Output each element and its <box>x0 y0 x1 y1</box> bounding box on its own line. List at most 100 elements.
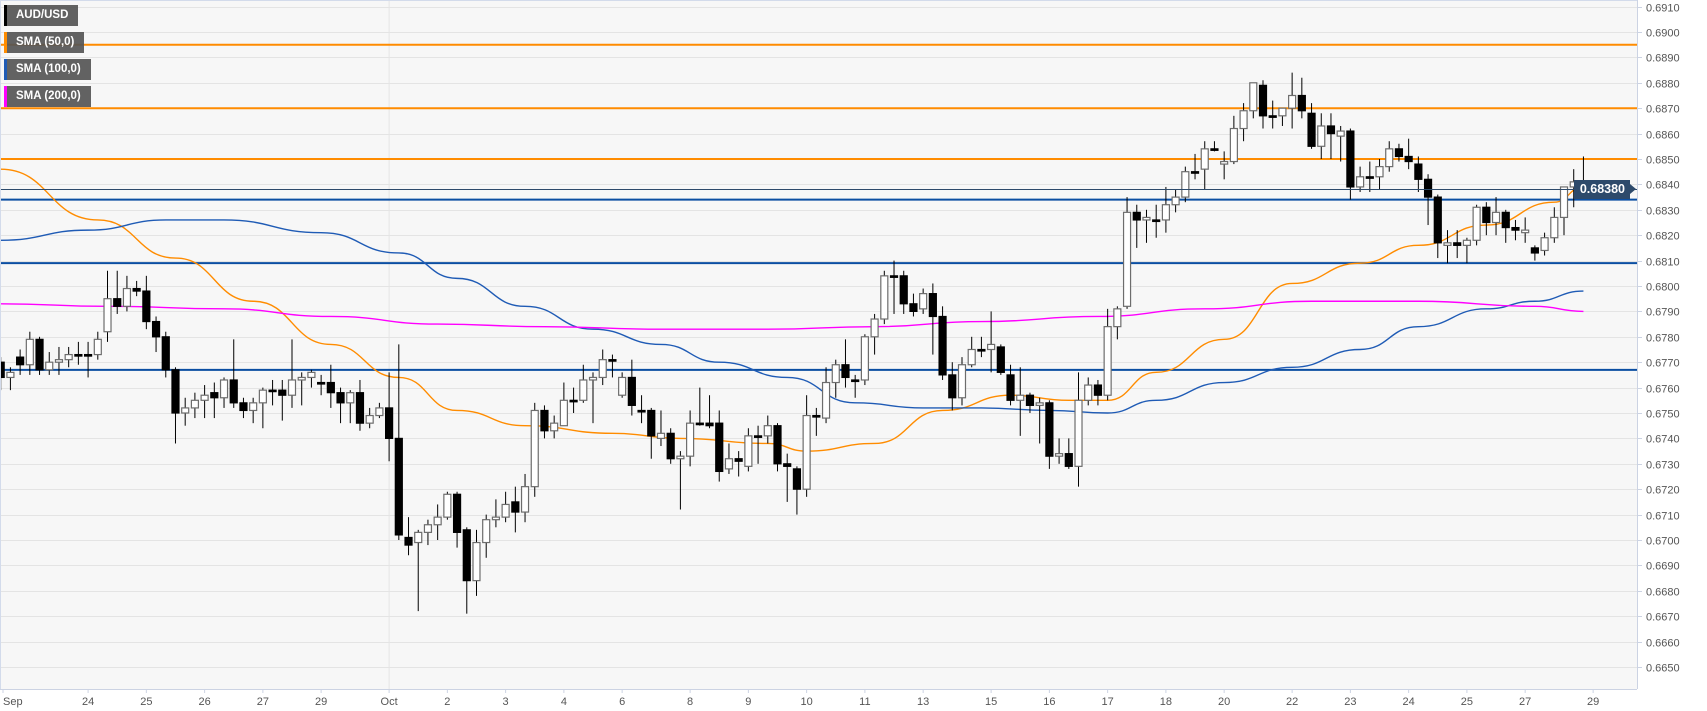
candle <box>511 486 520 533</box>
price-axis[interactable]: 0.6910 0.6900 0.6890 0.6880 0.6870 0.6860 0.68… <box>1637 3 1680 675</box>
y-tick-label: 0.6690 <box>1646 561 1680 573</box>
candle <box>122 275 132 312</box>
candle-body-bullish <box>1521 229 1530 234</box>
candle <box>627 359 636 416</box>
candle <box>559 382 568 427</box>
legend-item-sma50[interactable]: SMA (50,0) <box>4 32 85 53</box>
candle-body-bearish <box>161 336 170 371</box>
x-tick-label: 17 <box>1102 696 1114 708</box>
candle <box>1093 379 1103 406</box>
candle-body-bearish <box>899 275 908 305</box>
candle-body-bearish <box>540 409 549 432</box>
candle <box>1200 141 1209 190</box>
candle <box>16 349 25 375</box>
candle <box>394 344 403 540</box>
candle-body-bullish <box>656 432 666 440</box>
candle <box>375 402 384 419</box>
candle <box>45 352 54 375</box>
candle-body-bullish <box>1084 384 1093 401</box>
candle-body-bullish <box>1161 204 1171 221</box>
candle-body-bullish <box>1239 110 1248 130</box>
candle <box>1161 186 1171 233</box>
candle <box>996 344 1005 375</box>
candle <box>831 359 840 398</box>
candle-body-bearish <box>705 422 714 427</box>
candle <box>851 374 860 398</box>
candle-body-bullish <box>443 493 452 518</box>
candle <box>1074 372 1083 487</box>
y-tick-label: 0.6880 <box>1646 79 1680 91</box>
candle <box>1268 100 1277 129</box>
candle <box>1336 125 1345 162</box>
candle-body-bullish <box>880 275 889 320</box>
candle-body-bearish <box>841 364 850 379</box>
candle-body-bullish <box>919 293 928 310</box>
grid-lines <box>0 0 1637 689</box>
candle <box>744 428 753 472</box>
candle <box>530 402 539 497</box>
candle-body-bullish <box>54 359 64 363</box>
candle-body-bullish <box>433 516 442 526</box>
candle-body-bullish <box>6 371 15 379</box>
candle <box>1288 72 1297 129</box>
candle <box>443 491 452 520</box>
x-tick-label: 13 <box>917 696 929 708</box>
candle-body-bullish <box>181 407 190 414</box>
legend-item-sma100[interactable]: SMA (100,0) <box>4 59 91 80</box>
candle-body-bearish <box>1433 196 1442 244</box>
candle <box>753 425 763 464</box>
candle-body-bullish <box>219 379 229 399</box>
candle-body-bearish <box>1152 219 1161 223</box>
candle <box>1297 77 1306 119</box>
candle-body-bearish <box>1132 211 1141 221</box>
candle-body-bullish <box>346 392 355 404</box>
x-tick-label: 15 <box>985 696 997 708</box>
candle <box>540 405 549 439</box>
legend-item-sma200[interactable]: SMA (200,0) <box>4 86 91 107</box>
candle-body-bullish <box>588 376 598 381</box>
time-axis[interactable]: Sep 24 25 26 27 29 Oct 2 3 4 6 8 9 10 11 13 15 16 17 18 20 22… <box>2 689 1599 708</box>
candle-body-bullish <box>258 389 267 404</box>
y-tick-label: 0.6790 <box>1646 307 1680 319</box>
candle <box>1453 230 1462 259</box>
legend-item-audusd[interactable]: AUD/USD <box>4 5 79 26</box>
candle-body-bullish <box>1288 94 1297 109</box>
candle-body-bearish <box>171 369 180 414</box>
candle <box>142 275 151 330</box>
candle-body-bearish <box>996 346 1005 373</box>
candle <box>1171 189 1180 213</box>
candle <box>161 331 170 378</box>
candle <box>1511 219 1520 241</box>
y-tick-label: 0.6900 <box>1646 28 1680 40</box>
candle <box>482 514 491 558</box>
candle <box>705 395 714 429</box>
candle-body-bullish <box>1491 211 1501 224</box>
candle <box>802 395 811 497</box>
candle-body-bullish <box>1200 148 1209 170</box>
candle <box>355 379 365 431</box>
x-tick-label: 18 <box>1160 696 1172 708</box>
candle <box>637 395 646 424</box>
candle-body-bullish <box>103 298 112 333</box>
current-price-badge: 0.68380 <box>1573 179 1637 199</box>
candle <box>579 364 588 403</box>
candle-body-bullish <box>423 524 433 533</box>
candle-body-bullish <box>93 338 102 356</box>
x-tick-label: 9 <box>745 696 751 708</box>
candle-body-bearish <box>210 392 219 399</box>
y-tick-label: 0.6720 <box>1646 485 1680 497</box>
candle-body-bullish <box>491 516 501 521</box>
candle <box>1190 153 1200 180</box>
y-tick-label: 0.6680 <box>1646 587 1680 599</box>
x-tick-label: 25 <box>1461 696 1473 708</box>
candle <box>93 331 102 360</box>
candle-body-bearish <box>1511 226 1520 231</box>
candle-body-bullish <box>987 343 996 351</box>
candle <box>1084 377 1093 406</box>
candle <box>491 499 501 528</box>
candle-body-bearish <box>1045 402 1054 457</box>
candle <box>35 336 44 375</box>
candle <box>1346 128 1355 200</box>
candle-body-bearish <box>511 501 520 513</box>
